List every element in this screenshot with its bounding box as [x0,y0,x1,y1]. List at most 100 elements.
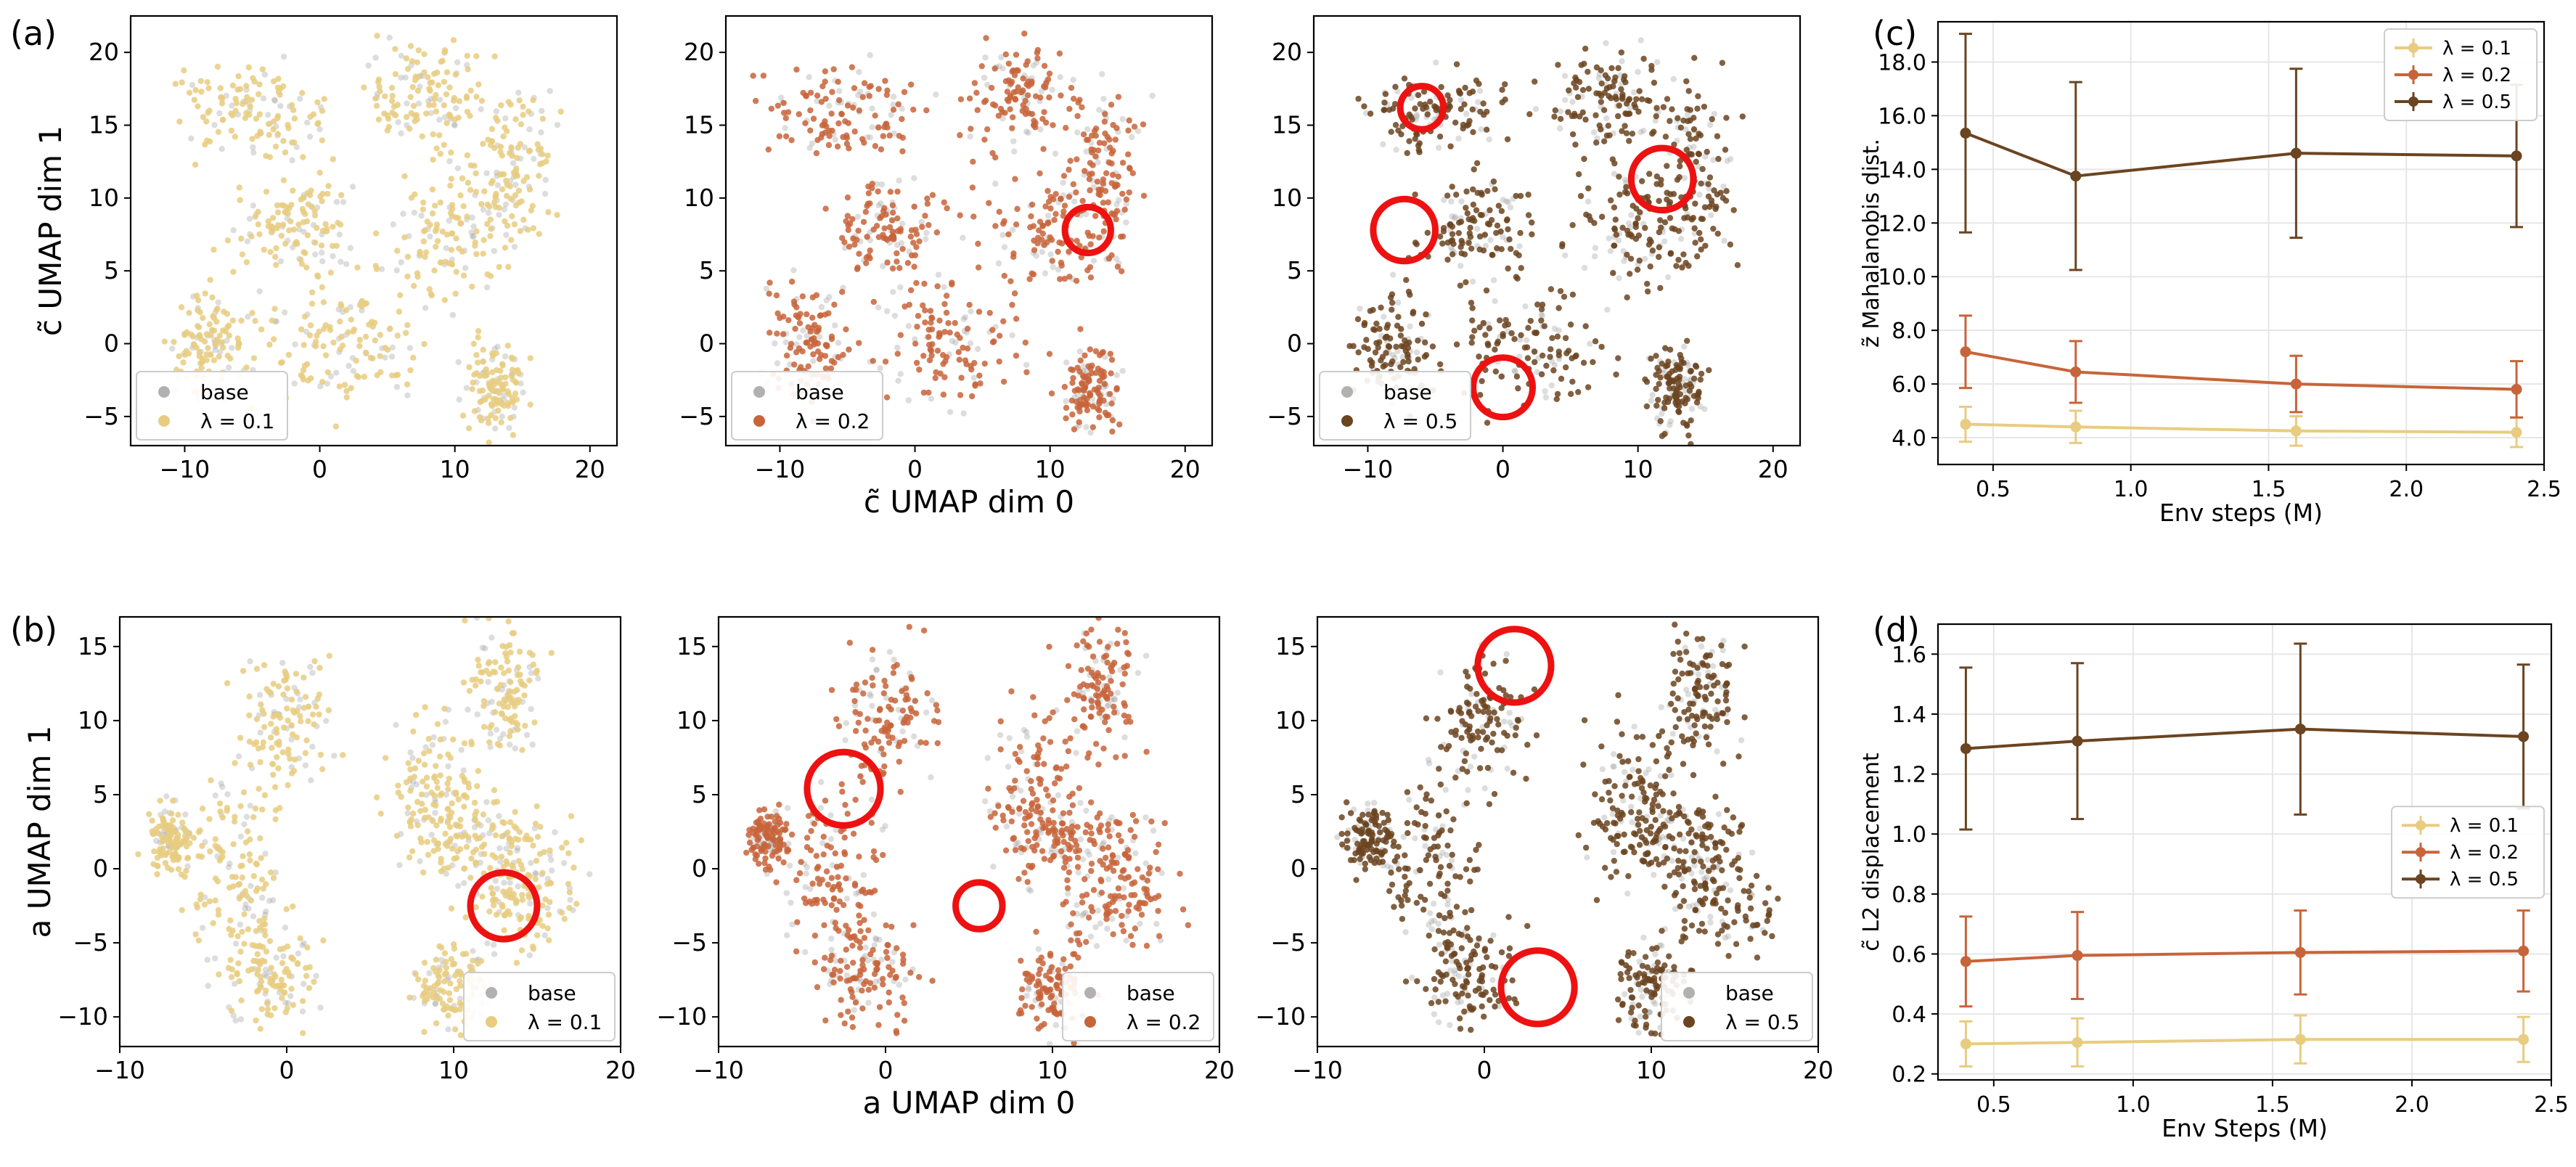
series-point [1598,80,1605,87]
series-point [1076,401,1083,408]
series-point [883,91,891,99]
series-point [1505,226,1511,233]
series-point [1469,334,1476,340]
series-point [536,160,544,168]
series-point [1440,228,1447,234]
base-point [262,851,269,857]
series-point [1636,209,1643,216]
series-point [1068,366,1074,373]
series-point [216,971,222,978]
series-point [420,206,427,213]
series-point [212,875,219,882]
base-point [1042,270,1049,277]
series-point [825,142,833,149]
series-point [497,367,504,374]
series-point [840,901,847,909]
series-point [426,286,433,292]
series-point [864,200,872,208]
base-point [1457,97,1465,103]
series-point [446,812,452,819]
series-point [971,360,978,367]
base-point [520,389,526,396]
series-point [512,116,519,123]
series-point [492,194,499,201]
base-point [204,957,210,963]
series-point [485,136,491,143]
base-point [438,957,445,963]
base-point [299,942,306,949]
series-point [1616,102,1622,109]
series-point [169,798,176,804]
series-point [1490,178,1497,185]
series-point [1611,226,1619,233]
series-point [237,86,244,92]
base-point [878,200,884,207]
base-point [876,936,883,943]
series-point [278,232,285,239]
series-point [286,227,293,234]
series-point [1654,364,1661,372]
series-point [205,345,211,351]
base-point [1637,128,1644,136]
series-point [1012,176,1018,182]
series-point [838,862,845,869]
series-point [285,121,291,128]
base-point [285,1000,292,1007]
series-point [829,127,835,134]
series-point [216,353,222,360]
series-point [236,978,243,985]
series-point [757,815,764,822]
base-point [873,936,880,943]
base-point [1083,148,1089,155]
base-point [933,91,939,98]
base-point [1026,986,1032,993]
series-point [1525,324,1532,332]
base-point [225,364,232,371]
series-point [404,322,411,329]
series-point [1096,139,1103,146]
base-point [456,396,462,403]
series-point [1687,136,1694,142]
series-point [212,836,219,843]
series-point [1653,402,1660,409]
series-point [1355,349,1362,356]
series-point [1698,236,1704,242]
data-point [2290,378,2302,390]
series-point [809,314,816,321]
series-point [441,297,448,303]
series-point [1013,221,1020,228]
series-point [949,281,955,288]
base-point [393,383,401,390]
base-point [782,339,790,345]
series-point [199,806,206,812]
series-point [207,848,213,855]
series-point [896,265,903,271]
series-point [503,910,510,917]
series-point [1397,326,1404,332]
series-point [275,222,282,229]
series-point [1462,84,1468,91]
base-point [1153,920,1160,928]
data-point [1960,127,1971,139]
series-point [272,983,279,990]
series-point [415,47,422,54]
series-point [1526,111,1533,118]
base-point [1642,255,1648,262]
series-point [1585,86,1592,92]
series-point [1553,396,1560,403]
series-point [427,985,434,991]
series-point [822,311,829,318]
series-point [300,154,306,160]
series-point [804,339,811,346]
series-point [1086,176,1093,182]
legend-label: base [200,380,249,404]
series-point [374,372,380,379]
series-point [377,88,383,95]
series-point [261,246,267,253]
base-point [809,140,816,147]
series-point [1529,219,1535,226]
series-point [1039,237,1045,243]
series-point [1074,156,1080,163]
base-point [1006,734,1013,742]
series-point [218,339,226,345]
